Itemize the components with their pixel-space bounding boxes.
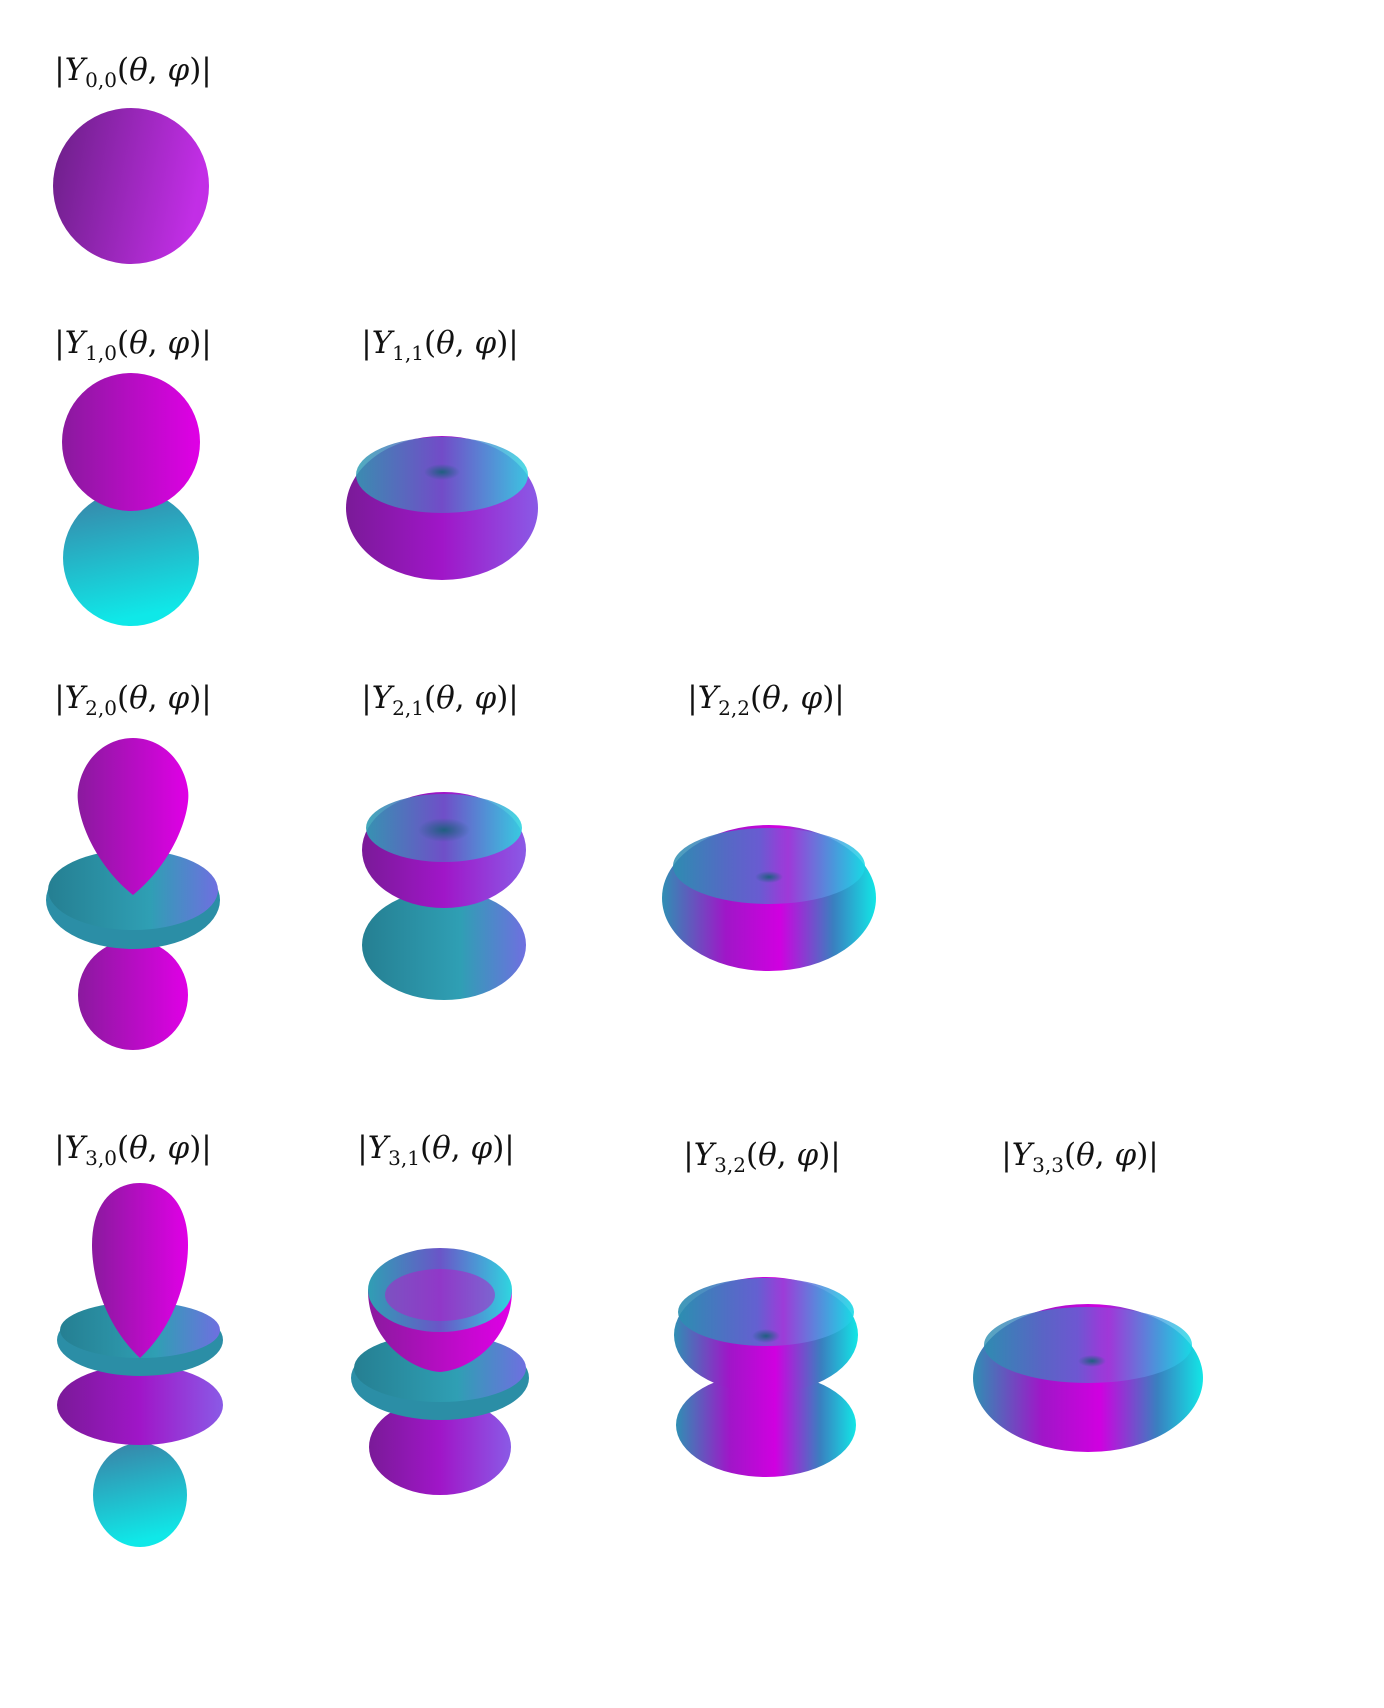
label-Y20: |Y2,0(θ, φ)|: [54, 680, 212, 720]
shape-Y00: [53, 108, 209, 264]
shape-Y30: [57, 1183, 223, 1547]
label-Y31: |Y3,1(θ, φ)|: [357, 1130, 515, 1170]
label-Y33: |Y3,3(θ, φ)|: [1001, 1137, 1159, 1177]
label-Y00: |Y0,0(θ, φ)|: [54, 52, 212, 92]
shape-Y22: [662, 825, 876, 971]
label-Y22: |Y2,2(θ, φ)|: [687, 680, 845, 720]
shape-Y10: [62, 373, 200, 626]
label-Y21: |Y2,1(θ, φ)|: [361, 680, 519, 720]
label-Y30: |Y3,0(θ, φ)|: [54, 1130, 212, 1170]
shape-Y11: [346, 436, 538, 580]
label-Y32: |Y3,2(θ, φ)|: [683, 1137, 841, 1177]
label-Y11: |Y1,1(θ, φ)|: [361, 325, 519, 365]
shape-Y32: [674, 1277, 858, 1477]
shape-Y31: [351, 1248, 529, 1495]
shape-Y20: [46, 738, 220, 1050]
label-Y10: |Y1,0(θ, φ)|: [54, 325, 212, 365]
shape-Y21: [362, 792, 526, 1000]
shape-Y33: [973, 1304, 1203, 1452]
